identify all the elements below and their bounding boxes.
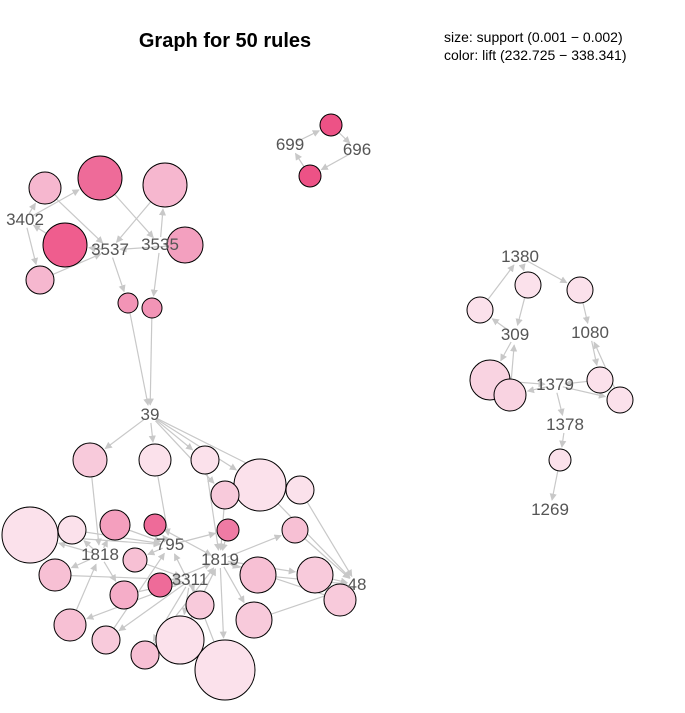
edge	[92, 477, 99, 545]
graph-node	[195, 640, 255, 700]
graph-node	[549, 449, 571, 471]
edge	[488, 265, 514, 300]
graph-node	[131, 641, 159, 669]
edge	[223, 541, 226, 551]
graph-node	[54, 609, 86, 641]
edge	[113, 258, 125, 292]
edge	[130, 313, 148, 405]
graph-node	[123, 548, 147, 572]
edge	[151, 423, 153, 442]
graph-node	[43, 223, 87, 267]
graph-node	[467, 297, 493, 323]
graph-node	[211, 481, 239, 509]
node-label: 1378	[546, 415, 584, 435]
edge	[150, 318, 152, 405]
graph-node	[240, 557, 276, 593]
edge	[161, 209, 163, 237]
edge	[115, 194, 154, 237]
graph-node	[29, 172, 61, 204]
graph-node	[286, 476, 314, 504]
graph-node	[118, 293, 138, 313]
edge	[562, 433, 564, 447]
edge	[105, 420, 143, 449]
graph-node	[217, 519, 239, 541]
graph-node	[148, 573, 172, 597]
graph-node	[100, 510, 130, 540]
node-label: 309	[501, 325, 529, 345]
node-label: 699	[276, 135, 304, 155]
graph-node	[234, 459, 286, 511]
graph-node	[73, 443, 107, 477]
graph-node	[144, 514, 166, 536]
edge	[592, 341, 597, 366]
node-label: 3537	[91, 240, 129, 260]
graph-node	[186, 591, 214, 619]
graph-node	[110, 581, 138, 609]
node-label: 1080	[571, 323, 609, 343]
graph-node	[156, 616, 204, 664]
graph-node	[39, 559, 71, 591]
node-label: 39	[141, 405, 160, 425]
graph-node	[236, 602, 272, 638]
graph-node	[587, 367, 613, 393]
node-label: 3311	[172, 570, 209, 590]
node-label: 1379	[536, 375, 574, 395]
edge	[511, 345, 514, 379]
node-label: 1269	[531, 500, 569, 520]
edge	[557, 393, 563, 416]
graph-node	[299, 165, 321, 187]
graph-node	[297, 557, 333, 593]
node-label: 3402	[6, 210, 44, 230]
edge	[552, 471, 558, 500]
edge	[518, 298, 525, 326]
edge	[295, 153, 304, 166]
graph-node	[191, 446, 219, 474]
graph-node	[320, 114, 342, 136]
graph-node	[2, 507, 58, 563]
nodes-layer	[2, 114, 633, 700]
graph-node	[515, 272, 541, 298]
graph-node	[143, 163, 187, 207]
edge	[220, 568, 223, 638]
graph-node	[58, 516, 86, 544]
graph-node	[139, 444, 171, 476]
node-label: 1819	[201, 550, 239, 570]
graph-node	[282, 517, 308, 543]
graph-node	[494, 379, 526, 411]
graph-node	[92, 626, 120, 654]
edge	[76, 564, 96, 610]
node-label: 1380	[501, 247, 539, 267]
graph-node	[78, 156, 122, 200]
node-label: 696	[343, 140, 371, 160]
edge	[583, 303, 588, 324]
network-graph	[0, 0, 685, 713]
node-label: 1818	[81, 545, 119, 565]
graph-node	[142, 298, 162, 318]
node-label: 48	[348, 575, 367, 595]
node-label: 3535	[141, 235, 179, 255]
graph-node	[607, 387, 633, 413]
edge	[27, 228, 36, 265]
graph-node	[26, 266, 54, 294]
graph-node	[567, 277, 593, 303]
node-label: 795	[156, 535, 184, 555]
edge	[154, 253, 159, 296]
